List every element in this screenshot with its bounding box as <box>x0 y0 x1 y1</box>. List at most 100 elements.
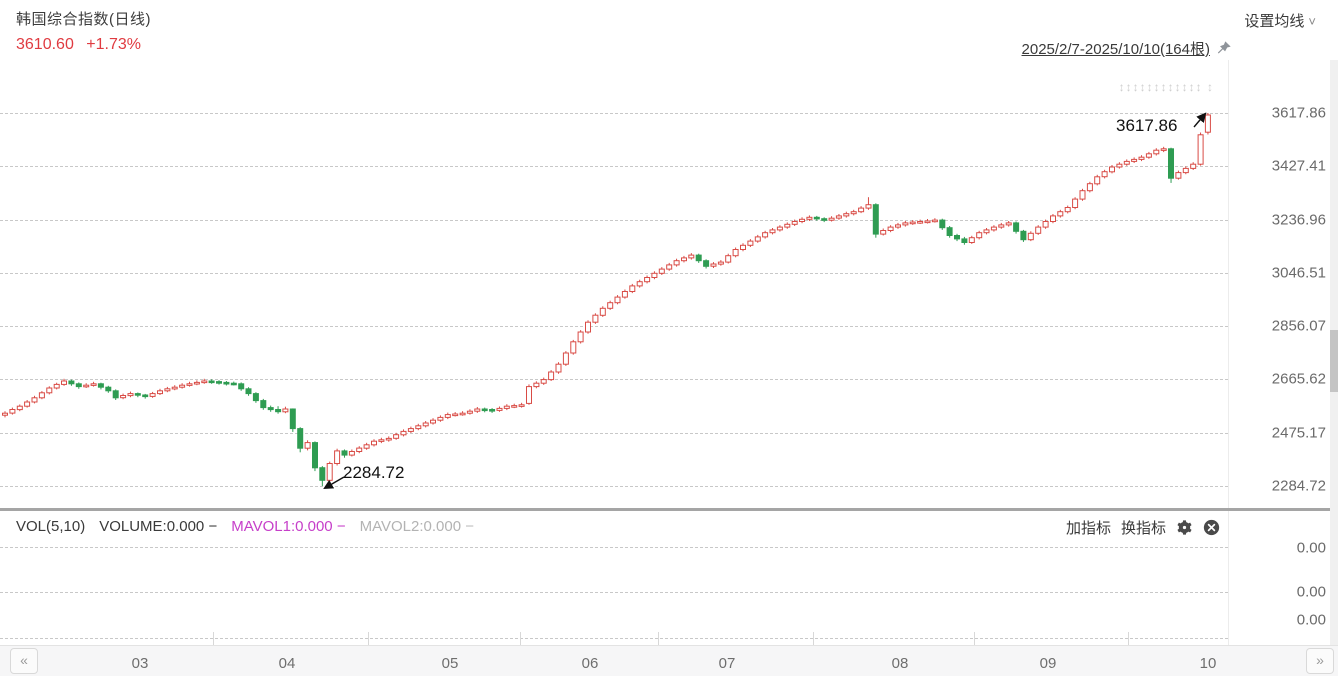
candle-body <box>599 307 606 316</box>
candle-body <box>238 383 245 390</box>
candle-body <box>422 422 429 427</box>
horizontal-zoom-handle[interactable]: ↕↕↕↕↕↕↕↕↕↕↕↕ ↕ <box>1118 80 1214 94</box>
candle-body <box>127 393 134 397</box>
x-axis-label: 04 <box>278 655 296 672</box>
candle-body <box>459 412 466 416</box>
candle-body <box>592 314 599 323</box>
candle-body <box>1057 211 1064 217</box>
scroll-right-button[interactable]: » <box>1306 648 1334 674</box>
candle-body <box>990 226 997 231</box>
candle-body <box>526 386 532 404</box>
candle-body <box>97 383 104 388</box>
candle-body <box>511 405 518 408</box>
candle-body <box>83 384 90 388</box>
candle-body <box>208 380 215 384</box>
candle-body <box>245 388 252 395</box>
candle-body <box>16 405 23 411</box>
candle-body <box>474 408 481 412</box>
candle-body <box>858 207 865 213</box>
volume-gridline <box>0 547 1228 548</box>
candle-body <box>717 261 724 265</box>
candle-body <box>223 381 230 385</box>
price-axis-label: 3427.41 <box>1271 157 1326 175</box>
candle-body <box>769 229 776 234</box>
close-icon[interactable] <box>1203 519 1220 536</box>
candle-body <box>924 220 931 224</box>
candle-body <box>1197 134 1204 165</box>
candle-body <box>732 249 739 257</box>
high-annotation-arrow <box>1193 112 1207 128</box>
x-axis-label: 07 <box>718 655 736 672</box>
candle-body <box>776 226 783 231</box>
switch-indicator-button[interactable]: 换指标 <box>1120 520 1166 537</box>
gridline <box>0 326 1228 328</box>
candle-body <box>297 428 304 449</box>
price-axis-label: 2284.72 <box>1271 477 1326 495</box>
candle-body <box>865 204 872 209</box>
candle-body <box>444 414 451 418</box>
gridline <box>0 272 1228 274</box>
candle-body <box>68 380 75 385</box>
volume-axis-label: 0.00 <box>1296 583 1326 601</box>
candle-body <box>835 215 842 219</box>
date-range-link[interactable]: 2025/2/7-2025/10/10(164根) <box>1021 41 1210 58</box>
ma-settings-button[interactable]: 设置均线 ˅ <box>1244 10 1316 31</box>
candle-body <box>430 419 436 424</box>
candle-body <box>1086 183 1093 192</box>
candle-body <box>1072 198 1079 209</box>
x-axis-label: 08 <box>891 655 909 672</box>
volume-axis-label: 0.00 <box>1296 539 1326 557</box>
candle-body <box>976 232 983 239</box>
candle-body <box>518 404 525 407</box>
candle-body <box>1160 148 1167 151</box>
candle-body <box>179 384 186 388</box>
candle-body <box>312 442 318 469</box>
candle-body <box>651 272 658 278</box>
candle-body <box>629 285 636 292</box>
price-axis-label: 3236.96 <box>1271 211 1326 229</box>
volume-gridline <box>0 638 1228 639</box>
candle-body <box>164 388 171 392</box>
candle-body <box>142 394 149 398</box>
month-tick <box>520 632 521 645</box>
candle-body <box>880 230 887 235</box>
candle-body <box>2 412 8 416</box>
candle-body <box>961 238 968 243</box>
candle-body <box>946 227 953 236</box>
month-tick <box>974 632 975 645</box>
candle-body <box>954 235 960 240</box>
candle-body <box>998 224 1005 228</box>
panel-resize-divider[interactable] <box>0 508 1338 511</box>
candle-body <box>61 380 67 385</box>
volume-axis-label: 0.00 <box>1296 611 1326 629</box>
candle-body <box>703 260 710 267</box>
x-axis-label: 06 <box>581 655 599 672</box>
candle-body <box>688 254 695 259</box>
candle-body <box>171 386 178 390</box>
candle-body <box>577 331 584 343</box>
candle-body <box>909 221 916 225</box>
scroll-left-button[interactable]: « <box>10 648 38 674</box>
candle-body <box>230 382 237 386</box>
candle-body <box>562 352 569 365</box>
pin-icon[interactable] <box>1216 40 1232 61</box>
month-tick <box>368 632 369 645</box>
volume-legend: VOL(5,10) VOLUME:0.000 − MAVOL1:0.000 − … <box>16 518 474 535</box>
candle-body <box>90 383 97 386</box>
vol-indicator-label[interactable]: VOL(5,10) <box>16 518 86 535</box>
candle-body <box>334 450 341 464</box>
candle-body <box>134 393 141 396</box>
scrollbar-thumb[interactable] <box>1330 330 1338 392</box>
candle-body <box>24 401 31 407</box>
candle-body <box>740 244 746 251</box>
candle-body <box>216 381 222 384</box>
gridline <box>0 219 1228 221</box>
candle-body <box>1175 172 1182 179</box>
add-indicator-button[interactable]: 加指标 <box>1065 520 1111 537</box>
candle-body <box>193 381 200 385</box>
candle-body <box>496 407 503 411</box>
candle-body <box>1079 190 1086 200</box>
candle-body <box>725 255 732 263</box>
gear-icon[interactable] <box>1176 519 1193 536</box>
candle-body <box>363 444 370 449</box>
